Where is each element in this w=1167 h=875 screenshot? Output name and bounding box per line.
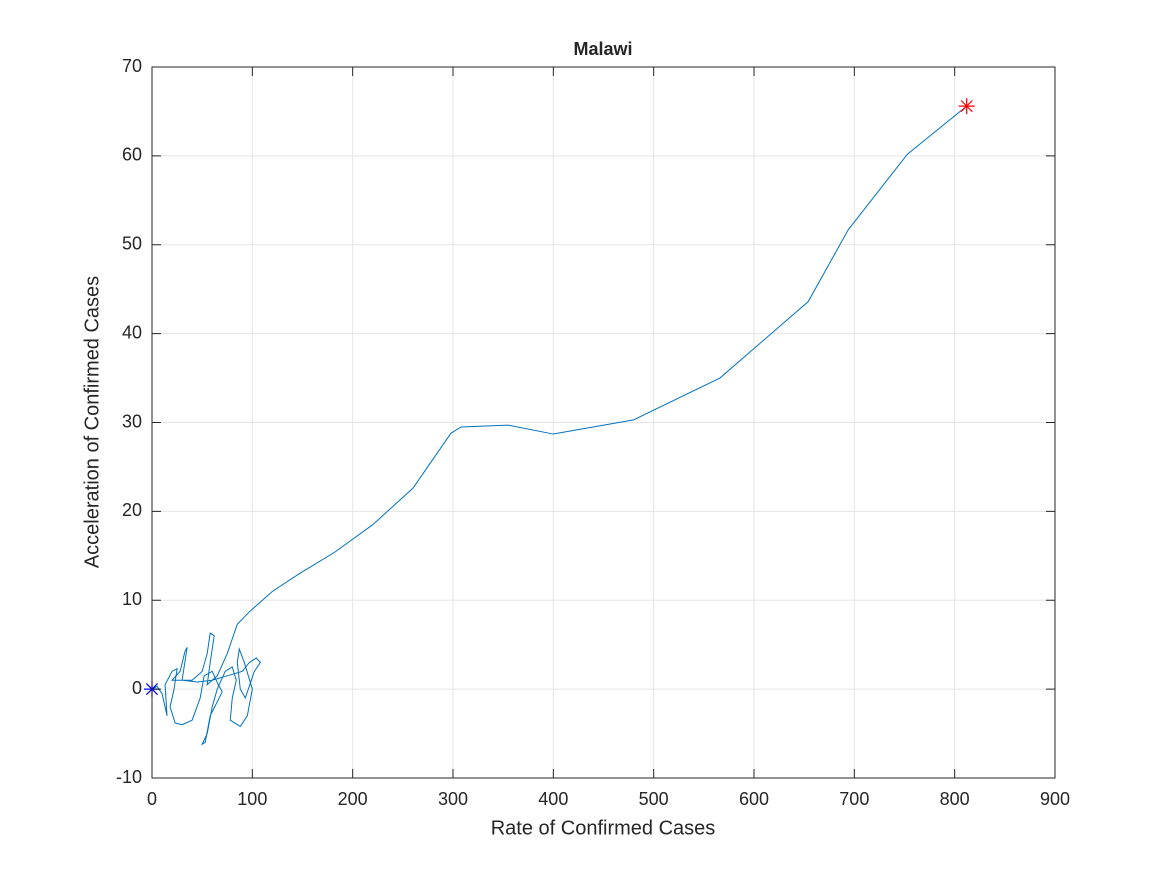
x-tick-label: 900 bbox=[1040, 789, 1070, 809]
y-tick-label: 0 bbox=[132, 678, 142, 698]
x-tick-label: 500 bbox=[639, 789, 669, 809]
y-tick-label: -10 bbox=[116, 767, 142, 787]
data-line bbox=[151, 105, 968, 746]
x-tick-label: 100 bbox=[237, 789, 267, 809]
x-tick-label: 800 bbox=[940, 789, 970, 809]
end-marker bbox=[958, 98, 975, 115]
x-tick-label: 700 bbox=[839, 789, 869, 809]
x-tick-label: 600 bbox=[739, 789, 769, 809]
y-tick-label: 60 bbox=[122, 145, 142, 165]
y-tick-label: 20 bbox=[122, 500, 142, 520]
y-tick-label: 40 bbox=[122, 322, 142, 342]
y-axis-label: Acceleration of Confirmed Cases bbox=[81, 276, 103, 568]
y-tick-label: 10 bbox=[122, 589, 142, 609]
y-tick-label: 50 bbox=[122, 234, 142, 254]
chart-title: Malawi bbox=[573, 39, 632, 59]
y-tick-label: 70 bbox=[122, 56, 142, 76]
x-axis-label: Rate of Confirmed Cases bbox=[491, 817, 716, 839]
x-tick-label: 0 bbox=[147, 789, 157, 809]
x-tick-label: 200 bbox=[338, 789, 368, 809]
x-tick-label: 300 bbox=[438, 789, 468, 809]
x-tick-label: 400 bbox=[538, 789, 568, 809]
y-tick-label: 30 bbox=[122, 411, 142, 431]
